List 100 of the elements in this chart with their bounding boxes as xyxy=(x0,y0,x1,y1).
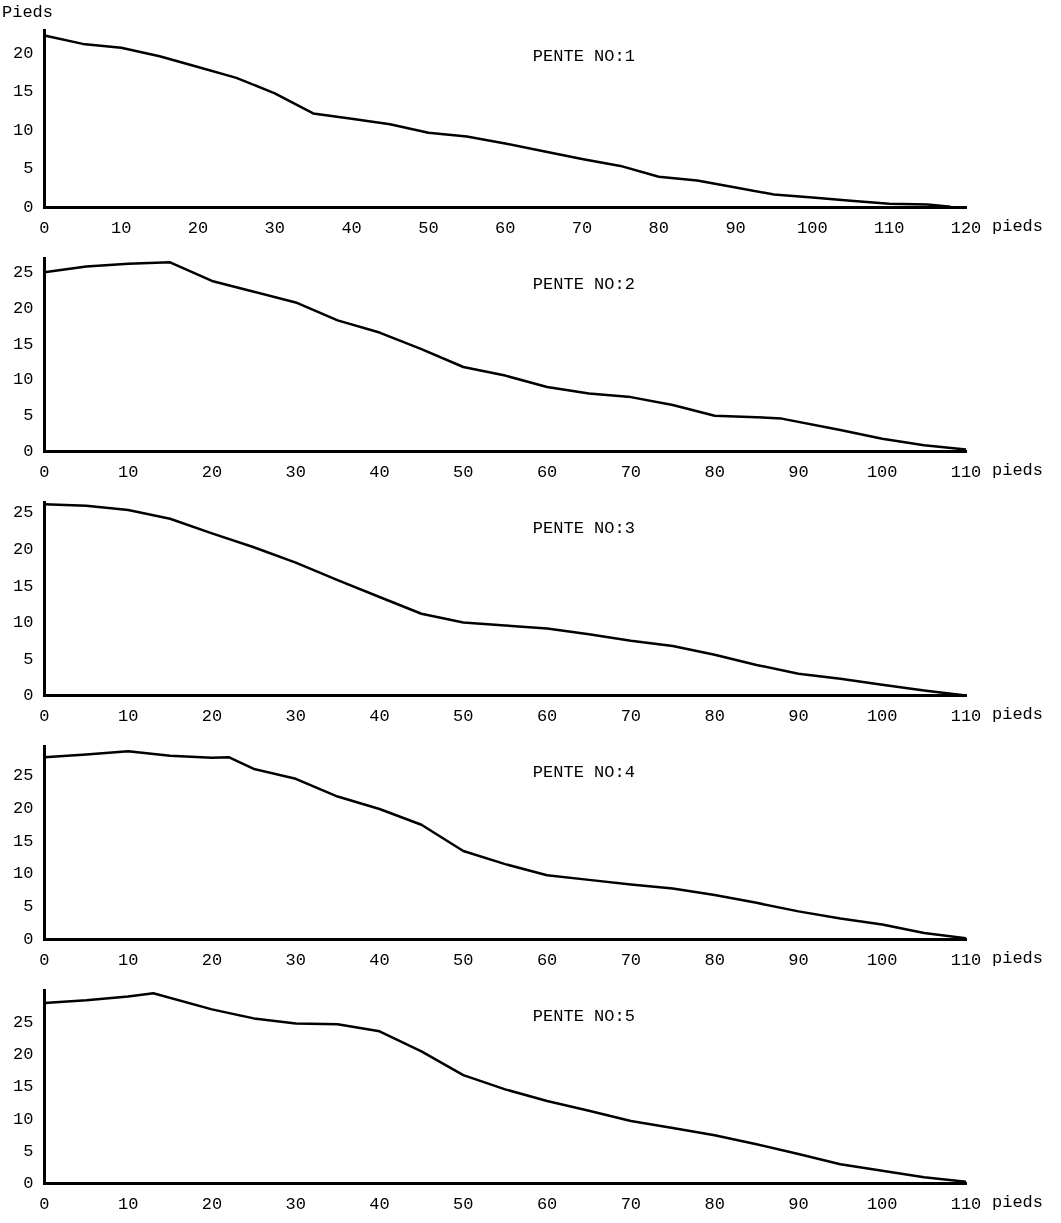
x-tick-label: 10 xyxy=(117,707,139,727)
x-tick-label: 90 xyxy=(788,951,809,971)
y-tick-label: 25 xyxy=(13,262,34,282)
x-tick-label: 70 xyxy=(620,463,642,483)
y-tick-label: 20 xyxy=(13,798,34,818)
x-axis-title: pieds xyxy=(992,460,1044,480)
y-tick-label: 15 xyxy=(13,334,34,354)
x-tick-label: 20 xyxy=(201,707,223,727)
text: PENTE NO:2 xyxy=(532,275,635,294)
x-tick-label: 40 xyxy=(341,219,362,239)
x-tick-label: 90 xyxy=(788,707,809,727)
y-tick-label: 15 xyxy=(13,1077,34,1097)
x-tick-label: 80 xyxy=(704,707,725,727)
x-tick-label: 110 xyxy=(950,707,982,727)
x-tick-label: 110 xyxy=(950,1195,982,1215)
x-tick-label: 30 xyxy=(264,219,286,239)
x-tick-label: 80 xyxy=(648,219,669,239)
x-tick-label: 80 xyxy=(704,951,725,971)
x-tick-label: 0 xyxy=(39,463,50,483)
y-tick-label: 5 xyxy=(23,406,34,426)
x-tick-label: 50 xyxy=(453,707,474,727)
x-axis-title: pieds xyxy=(992,1192,1044,1212)
x-tick-label: 50 xyxy=(453,951,474,971)
y-tick-label: 0 xyxy=(23,442,34,462)
x-tick-label: 40 xyxy=(369,707,390,727)
y-tick-label: 5 xyxy=(23,159,34,179)
y-tick-label: 5 xyxy=(23,897,34,917)
x-tick-label: 60 xyxy=(536,1195,558,1215)
text: PENTE NO:4 xyxy=(532,763,635,782)
x-tick-label: 60 xyxy=(495,219,516,239)
y-tick-label: 25 xyxy=(13,766,34,786)
x-tick-label: 110 xyxy=(950,463,982,483)
x-tick-label: 90 xyxy=(725,219,746,239)
x-tick-label: 10 xyxy=(117,463,139,483)
x-tick-label: 0 xyxy=(39,219,50,239)
x-tick-label: 10 xyxy=(117,951,139,971)
x-tick-label: 90 xyxy=(788,463,809,483)
x-tick-label: 110 xyxy=(873,219,905,239)
y-tick-label: 15 xyxy=(13,576,34,596)
x-tick-label: 0 xyxy=(39,951,50,971)
x-axis-title: pieds xyxy=(992,216,1044,236)
x-axis-title: pieds xyxy=(992,948,1044,968)
y-tick-label: 10 xyxy=(13,120,34,140)
x-tick-label: 70 xyxy=(571,219,593,239)
y-tick-label: 0 xyxy=(23,1174,34,1194)
y-tick-label: 20 xyxy=(13,43,34,63)
y-tick-label: 20 xyxy=(13,298,34,318)
x-tick-label: 50 xyxy=(418,219,439,239)
x-tick-label: 10 xyxy=(117,1195,139,1215)
text: PENTE NO:5 xyxy=(532,1007,635,1026)
x-tick-label: 20 xyxy=(201,951,223,971)
y-tick-label: 10 xyxy=(13,613,34,633)
y-tick-label: 0 xyxy=(23,930,34,950)
x-tick-label: 80 xyxy=(704,463,725,483)
x-tick-label: 30 xyxy=(285,951,306,971)
y-tick-label: 20 xyxy=(13,539,34,559)
y-tick-label: 25 xyxy=(13,503,34,523)
x-axis-title: pieds xyxy=(992,704,1044,724)
x-tick-label: 120 xyxy=(950,219,982,239)
x-tick-label: 0 xyxy=(39,1195,50,1215)
x-tick-label: 100 xyxy=(866,1195,898,1215)
y-tick-label: 5 xyxy=(23,649,34,669)
x-tick-label: 20 xyxy=(201,463,223,483)
x-tick-label: 50 xyxy=(453,1195,474,1215)
y-tick-label: 0 xyxy=(23,686,34,706)
y-tick-label: 10 xyxy=(13,1109,34,1129)
x-tick-label: 40 xyxy=(369,463,390,483)
x-tick-label: 100 xyxy=(866,463,898,483)
x-tick-label: 30 xyxy=(285,463,306,483)
x-tick-label: 70 xyxy=(620,707,642,727)
x-tick-label: 50 xyxy=(453,463,474,483)
x-tick-label: 30 xyxy=(285,1195,306,1215)
x-tick-label: 40 xyxy=(369,951,390,971)
x-tick-label: 20 xyxy=(187,219,209,239)
y-tick-label: 0 xyxy=(23,198,34,218)
x-tick-label: 30 xyxy=(285,707,306,727)
x-tick-label: 90 xyxy=(788,1195,809,1215)
x-tick-label: 80 xyxy=(704,1195,725,1215)
y-tick-label: 10 xyxy=(13,370,34,390)
text: PENTE NO:3 xyxy=(532,519,635,538)
y-tick-label: 20 xyxy=(13,1045,34,1065)
x-tick-label: 20 xyxy=(201,1195,223,1215)
x-tick-label: 70 xyxy=(620,1195,642,1215)
y-axis-title: Pieds xyxy=(2,3,54,22)
x-tick-label: 70 xyxy=(620,951,642,971)
y-tick-label: 15 xyxy=(13,831,34,851)
y-tick-label: 5 xyxy=(23,1141,34,1161)
x-tick-label: 100 xyxy=(866,951,898,971)
x-tick-label: 40 xyxy=(369,1195,390,1215)
y-tick-label: 15 xyxy=(13,82,34,102)
x-tick-label: 60 xyxy=(536,463,558,483)
x-tick-label: 60 xyxy=(536,951,558,971)
text: PENTE NO:1 xyxy=(532,47,635,66)
y-tick-label: 25 xyxy=(13,1012,34,1032)
x-tick-label: 110 xyxy=(950,951,982,971)
x-tick-label: 100 xyxy=(866,707,898,727)
y-tick-label: 10 xyxy=(13,864,34,884)
x-tick-label: 10 xyxy=(111,219,132,239)
x-tick-label: 0 xyxy=(39,707,50,727)
x-tick-label: 60 xyxy=(536,707,558,727)
